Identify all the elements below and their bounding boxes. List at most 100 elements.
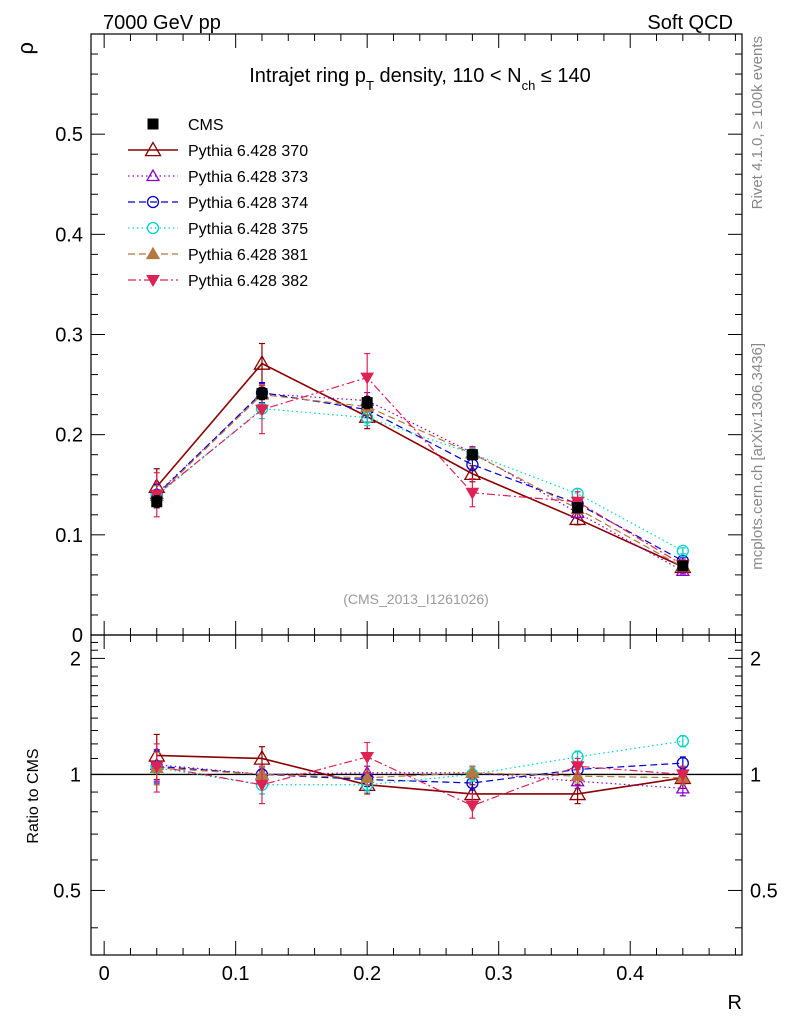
main-point [466, 449, 478, 461]
legend-entry-5: Pythia 6.428 381 [128, 246, 308, 264]
ratio-axes: 0 0.1 0.2 0.3 0.4 0.5 0.5 1 1 2 2 [53, 634, 778, 985]
main-point [677, 560, 689, 572]
main-series-line [156, 362, 684, 568]
header-right: Soft QCD [647, 12, 733, 34]
header-left: 7000 GeV pp [103, 12, 221, 34]
ratio-xtick-label: 0 [99, 963, 110, 985]
legend-entry-3: Pythia 6.428 374 [128, 195, 308, 212]
rivet-side-label-group: Rivet 4.1.0, ≥ 100k events [749, 36, 766, 209]
ratio-series-line [156, 754, 683, 795]
main-series-0 [151, 386, 689, 572]
main-series-3 [150, 381, 689, 568]
ratio-series-3 [150, 734, 689, 795]
legend-label: CMS [188, 117, 224, 134]
main-series-5 [149, 383, 690, 573]
main-series-line [156, 391, 684, 562]
main-ytick-label: 0.3 [55, 325, 83, 347]
ratio-series-line [156, 767, 683, 779]
ratio-point [675, 781, 690, 794]
main-point [256, 388, 268, 400]
ratio-point [149, 761, 164, 774]
ratio-ytick-label-right: 1 [750, 764, 761, 786]
main-series-line [156, 392, 684, 572]
rivet-side-label: Rivet 4.1.0, ≥ 100k events [749, 36, 766, 209]
legend-entry-0: CMS [147, 117, 224, 134]
ratio-point [676, 734, 689, 748]
main-ylabel: ρ [13, 42, 38, 55]
ratio-point [570, 761, 585, 774]
mcplots-side-label-group: mcplots.cern.ch [arXiv:1306.3436] [749, 343, 766, 570]
legend-marker [144, 141, 162, 157]
legend-marker [146, 221, 160, 235]
legend-entry-6: Pythia 6.428 382 [128, 273, 308, 290]
ratio-ytick-label: 2 [70, 648, 81, 670]
ratio-ytick-label-right: 2 [750, 648, 761, 670]
main-ytick-label: 0.4 [55, 224, 83, 246]
chart-title-mid: density, 110 < N [374, 65, 522, 87]
main-ylabel-group: ρ [13, 42, 38, 55]
ratio-point [465, 800, 480, 813]
ratio-point [360, 770, 375, 783]
legend-marker [145, 168, 161, 182]
legend-marker [147, 118, 159, 130]
legend-label: Pythia 6.428 374 [188, 195, 308, 212]
chart-title-post: ≤ 140 [535, 65, 590, 87]
ratio-xtick-label: 0.3 [485, 963, 513, 985]
main-series-line [156, 393, 684, 568]
ratio-ytick-label: 1 [70, 764, 81, 786]
xlabel: R [728, 992, 742, 1014]
ratio-ylabel: Ratio to CMS [25, 748, 42, 843]
main-point [151, 496, 163, 508]
main-point [253, 354, 271, 370]
legend-marker [146, 275, 160, 288]
legend-label: Pythia 6.428 373 [188, 169, 308, 186]
legend-entry-4: Pythia 6.428 375 [128, 221, 308, 238]
main-point [360, 372, 375, 385]
ratio-point [255, 779, 269, 792]
chart-title-sub2: ch [522, 78, 536, 93]
main-ytick-label: 0 [72, 625, 83, 647]
ratio-series-line [156, 740, 683, 786]
ratio-xtick-label: 0.4 [616, 963, 644, 985]
ratio-point [570, 768, 585, 782]
main-point [255, 404, 269, 417]
ratio-series [148, 733, 692, 819]
legend: CMS Pythia 6.428 370 Pythia 6.428 373 Pythi… [128, 117, 308, 290]
legend-entry-2: Pythia 6.428 373 [128, 168, 308, 186]
ratio-ytick-label: 0.5 [53, 880, 81, 902]
legend-marker [146, 195, 160, 209]
ratio-point [253, 749, 271, 765]
ratio-series-5 [149, 741, 690, 819]
legend-label: Pythia 6.428 381 [188, 247, 308, 264]
ratio-xtick-label: 0.2 [353, 963, 381, 985]
ratio-point [568, 785, 587, 801]
analysis-annotation: (CMS_2013_I1261026) [343, 591, 489, 607]
legend-marker [145, 246, 161, 260]
main-ytick-label: 0.1 [55, 525, 83, 547]
main-point [465, 487, 480, 500]
mcplots-side-label: mcplots.cern.ch [arXiv:1306.3436] [749, 343, 766, 570]
main-series-line [156, 376, 684, 566]
main-series [148, 342, 692, 577]
legend-label: Pythia 6.428 370 [188, 143, 308, 160]
main-ytick-label: 0.5 [55, 124, 83, 146]
legend-entry-1: Pythia 6.428 370 [128, 141, 308, 160]
main-point [676, 544, 689, 558]
legend-label: Pythia 6.428 375 [188, 221, 308, 238]
main-point [361, 397, 373, 409]
main-series-6 [149, 352, 690, 572]
ratio-series-line [156, 756, 683, 807]
ratio-ytick-label-right: 0.5 [750, 880, 778, 902]
ratio-point [360, 751, 375, 764]
ratio-frame [90, 634, 743, 956]
chart-title-sub1: T [366, 78, 374, 93]
ratio-xtick-label: 0.1 [222, 963, 250, 985]
main-series-1 [148, 342, 692, 574]
main-series-2 [149, 382, 690, 577]
chart-title: Intrajet ring pT density, 110 < Nch ≤ 14… [249, 65, 591, 93]
ratio-point [675, 769, 690, 782]
legend-label: Pythia 6.428 382 [188, 273, 308, 290]
main-point [572, 502, 584, 514]
main-ytick-label: 0.2 [55, 425, 83, 447]
